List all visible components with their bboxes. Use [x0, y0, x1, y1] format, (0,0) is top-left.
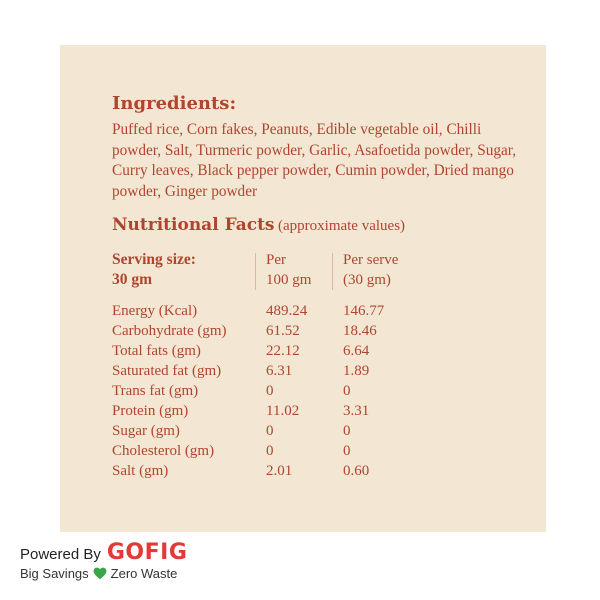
nutrient-name: Sugar (gm): [112, 423, 180, 439]
tagline: Big Savings Zero Waste: [20, 566, 187, 581]
per-100g-header: Per 100 gm: [266, 250, 311, 290]
nutrition-title: Nutritional Facts: [112, 215, 275, 235]
ingredients-text: Puffed rice, Corn fakes, Peanuts, Edible…: [112, 121, 517, 200]
nutrition-note: (approximate values): [278, 218, 406, 234]
info-panel: Ingredients: Puffed rice, Corn fakes, Pe…: [60, 45, 546, 532]
powered-by-label: Powered By: [20, 546, 101, 563]
table-row: Cholesterol (gm) 0 0: [112, 441, 532, 461]
per-100g-header-line1: Per: [266, 252, 286, 268]
nutrition-table: Energy (Kcal) 489.24 146.77 Carbohydrate…: [112, 301, 532, 481]
table-row: Trans fat (gm) 0 0: [112, 381, 532, 401]
per-serve-header-line2: (30 gm): [343, 272, 391, 288]
per-serve-value: 3.31: [343, 403, 370, 419]
nutrient-name: Salt (gm): [112, 463, 169, 479]
per-100g-value: 61.52: [266, 323, 300, 339]
per-serve-header: Per serve (30 gm): [343, 250, 398, 290]
nutrient-name: Protein (gm): [112, 403, 189, 419]
nutrient-name: Energy (Kcal): [112, 303, 198, 319]
green-heart-icon: [93, 567, 107, 580]
per-serve-value: 0: [343, 383, 351, 399]
per-serve-value: 1.89: [343, 363, 370, 379]
per-100g-value: 2.01: [266, 463, 293, 479]
per-serve-header-line1: Per serve: [343, 252, 399, 268]
per-100g-value: 0: [266, 423, 274, 439]
table-row: Total fats (gm) 22.12 6.64: [112, 341, 532, 361]
per-100g-value: 489.24: [266, 303, 308, 319]
serving-size-label: Serving size:: [112, 251, 196, 268]
per-serve-value: 6.64: [343, 343, 370, 359]
per-serve-value: 146.77: [343, 303, 385, 319]
serving-size-header: Serving size: 30 gm: [112, 250, 196, 290]
ingredients-title: Ingredients:: [112, 93, 237, 114]
tagline-right: Zero Waste: [110, 566, 178, 581]
nutrient-name: Cholesterol (gm): [112, 443, 215, 459]
per-serve-value: 18.46: [343, 323, 377, 339]
table-row: Protein (gm) 11.02 3.31: [112, 401, 532, 421]
per-serve-value: 0: [343, 423, 351, 439]
nutrient-name: Carbohydrate (gm): [112, 323, 227, 339]
column-divider: [332, 253, 333, 290]
nutrient-name: Total fats (gm): [112, 343, 201, 359]
per-100g-value: 6.31: [266, 363, 293, 379]
nutrient-name: Trans fat (gm): [112, 383, 199, 399]
powered-by-badge: Powered By GOFIG Big Savings Zero Waste: [20, 540, 187, 581]
serving-size-value: 30 gm: [112, 271, 153, 288]
per-100g-value: 22.12: [266, 343, 300, 359]
powered-by-line: Powered By GOFIG: [20, 540, 187, 565]
brand-logo: GOFIG: [106, 540, 188, 565]
table-row: Energy (Kcal) 489.24 146.77: [112, 301, 532, 321]
table-row: Carbohydrate (gm) 61.52 18.46: [112, 321, 532, 341]
per-100g-value: 0: [266, 383, 274, 399]
nutrient-name: Saturated fat (gm): [112, 363, 222, 379]
per-100g-header-line2: 100 gm: [266, 272, 312, 288]
table-row: Salt (gm) 2.01 0.60: [112, 461, 532, 481]
tagline-left: Big Savings: [20, 566, 89, 581]
per-serve-value: 0.60: [343, 463, 370, 479]
per-100g-value: 11.02: [266, 403, 300, 419]
column-divider: [255, 253, 256, 290]
table-row: Sugar (gm) 0 0: [112, 421, 532, 441]
table-row: Saturated fat (gm) 6.31 1.89: [112, 361, 532, 381]
per-serve-value: 0: [343, 443, 351, 459]
per-100g-value: 0: [266, 443, 274, 459]
